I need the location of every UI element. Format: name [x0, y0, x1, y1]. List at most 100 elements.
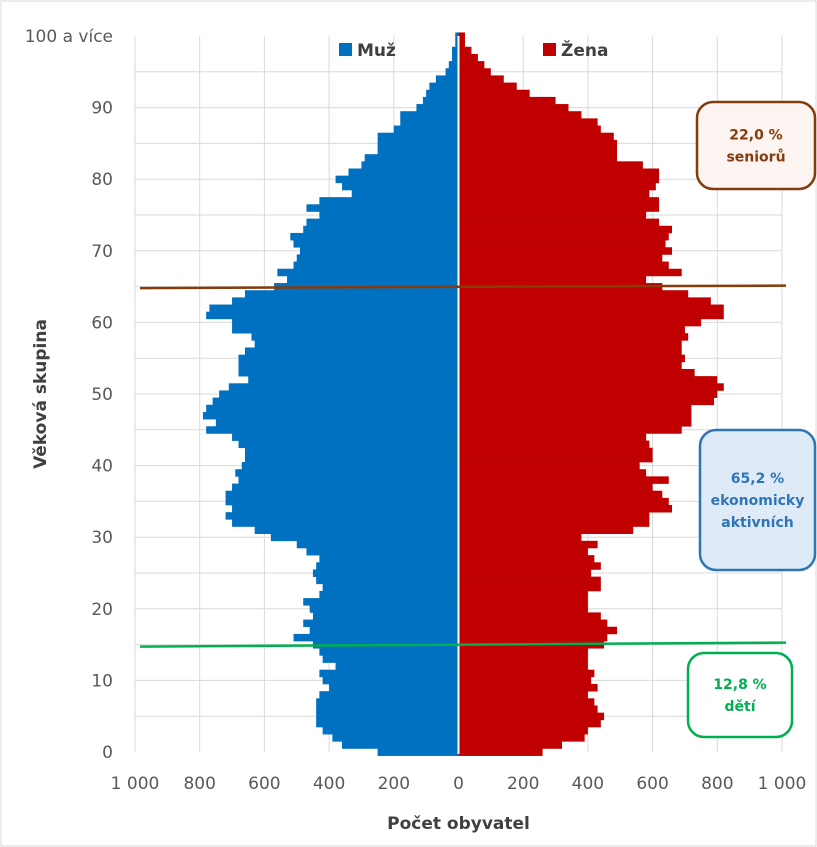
bar-female [458, 447, 653, 456]
bar-male [319, 211, 459, 219]
callout-economically-active [698, 428, 817, 572]
bar-female [458, 719, 601, 728]
bar-male [316, 562, 459, 570]
bar-male [316, 698, 459, 706]
bar-female [458, 111, 582, 119]
bar-female [458, 304, 724, 313]
y-tick-label: 10 [91, 671, 113, 691]
bar-female [458, 340, 682, 348]
bar-female [458, 748, 543, 756]
bar-male [244, 347, 459, 355]
x-axis-title: Počet obyvatel [387, 814, 530, 834]
legend-label-female: Žena [561, 39, 608, 61]
bar-male [303, 619, 459, 628]
bar-male [225, 490, 459, 499]
bar-male [244, 447, 459, 456]
bar-female [458, 32, 465, 40]
bar-female [458, 261, 669, 270]
bar-male [435, 75, 459, 83]
bar-female [458, 497, 669, 506]
y-tick-label: 80 [91, 170, 113, 190]
bar-female [458, 118, 598, 126]
bar-female [458, 512, 650, 520]
bar-male [377, 139, 459, 148]
y-tick-label: 30 [91, 528, 113, 548]
bar-female [458, 612, 601, 620]
bar-male [225, 512, 459, 520]
bar-male [254, 526, 459, 534]
bar-male [377, 147, 459, 155]
bar-male [254, 340, 459, 348]
bar-female [458, 526, 634, 534]
bar-female [458, 247, 673, 255]
y-tick-label: 40 [91, 457, 113, 477]
bar-male [312, 612, 459, 620]
bar-female [458, 605, 588, 613]
bar-female [458, 454, 653, 463]
bar-female [458, 361, 682, 370]
bar-male [316, 705, 459, 713]
bar-male [306, 204, 459, 212]
bar-female [458, 583, 601, 592]
bar-male [455, 39, 459, 48]
bar-male [309, 605, 459, 613]
bar-male [293, 240, 459, 248]
bar-male [293, 633, 459, 642]
bar-male [219, 390, 459, 398]
bar-female [458, 390, 718, 398]
callout-economically-active-text: aktivních [721, 515, 793, 531]
bar-female [458, 354, 685, 363]
x-tick-label: 200 [378, 774, 410, 794]
bar-female [458, 684, 598, 692]
bar-female [458, 562, 601, 570]
bar-male [215, 419, 459, 427]
bar-male [364, 154, 459, 162]
bar-male [400, 111, 459, 119]
x-tick-label: 800 [183, 774, 215, 794]
bar-male [303, 598, 459, 606]
bar-male [299, 247, 459, 255]
bar-male [232, 326, 459, 334]
bar-male [241, 462, 459, 470]
bar-female [458, 297, 711, 305]
bar-female [458, 462, 640, 470]
bar-female [458, 168, 660, 176]
bar-female [458, 311, 724, 320]
bar-male [316, 719, 459, 728]
bar-male [322, 676, 459, 685]
bar-male [319, 555, 459, 563]
bar-male [206, 426, 459, 434]
bar-male [377, 748, 459, 756]
bar-male [212, 397, 459, 406]
bar-female [458, 404, 692, 413]
bar-female [458, 533, 582, 542]
bar-female [458, 197, 660, 205]
bar-male [228, 383, 459, 391]
bar-male [290, 232, 459, 241]
x-tick-label: 800 [701, 774, 733, 794]
y-tick-label: 100 a více [25, 27, 113, 47]
bar-female [458, 96, 556, 105]
x-tick-label: 1 000 [758, 774, 807, 794]
bar-female [458, 655, 588, 663]
bar-male [332, 734, 459, 742]
bar-male [232, 297, 459, 305]
bar-female [458, 397, 715, 406]
bar-female [458, 519, 650, 527]
bar-female [458, 82, 517, 91]
bar-male [319, 590, 459, 599]
bar-female [458, 662, 588, 671]
bar-female [458, 89, 530, 98]
bar-female [458, 39, 465, 48]
bar-male [235, 469, 459, 477]
y-tick-label: 20 [91, 600, 113, 620]
bar-female [458, 626, 618, 635]
bar-male [361, 161, 459, 169]
bar-female [458, 540, 598, 549]
bar-female [458, 411, 692, 420]
x-tick-label: 400 [572, 774, 604, 794]
bar-female [458, 698, 595, 706]
bar-female [458, 669, 595, 678]
bar-female [458, 326, 685, 334]
